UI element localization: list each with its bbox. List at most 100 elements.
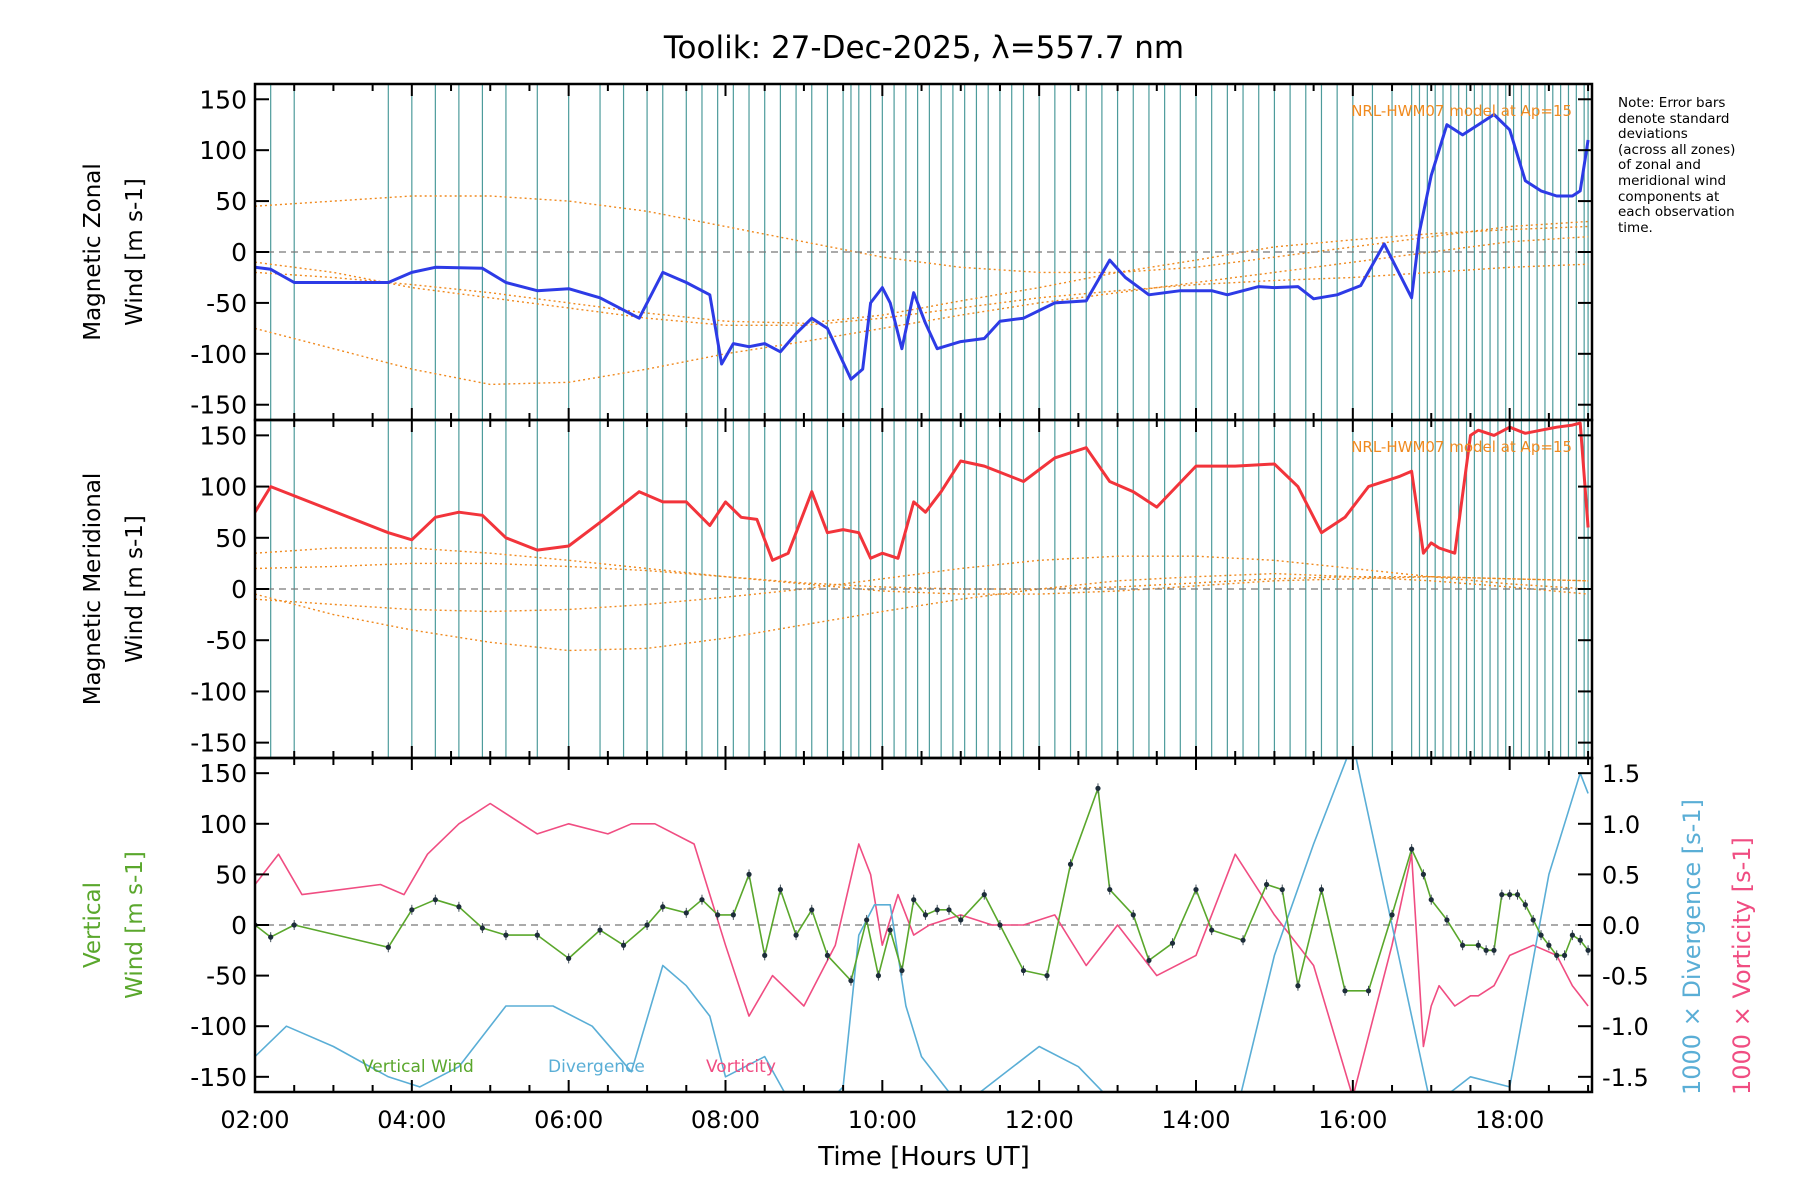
zonal-wind-line (255, 113, 1590, 381)
y-axis-label-line1: Magnetic Meridional (80, 473, 106, 706)
right-axis-label-vorticity: 1000 × Vorticity [s-1] (1728, 837, 1756, 1095)
vertical-wind-point (1146, 957, 1152, 964)
note-line: components at (1618, 188, 1720, 205)
vertical-wind-point (746, 871, 752, 877)
x-axis-label: Time [Hours UT] (817, 1142, 1030, 1172)
y-tick-label: -100 (190, 677, 247, 706)
vertical-wind-point (1365, 988, 1372, 994)
vertical-wind-point (683, 910, 689, 916)
vertical-wind-point (1569, 932, 1575, 938)
vertical-wind-point (730, 912, 736, 918)
x-tick-label: 06:00 (534, 1106, 603, 1134)
vertical-wind-point (1530, 917, 1536, 923)
y-tick-label: 50 (215, 524, 247, 553)
model-label: NRL-HWM07 model at Ap=15 (1351, 438, 1572, 456)
y-tick-label: 50 (215, 860, 247, 889)
y-tick-label: -150 (190, 391, 247, 420)
plot-area-meridional (255, 420, 1592, 758)
vertical-wind-point (1460, 942, 1466, 948)
vertical-wind-point (1130, 912, 1136, 918)
vertical-wind-point (946, 907, 952, 913)
vertical-wind-point (1499, 892, 1505, 898)
y-tick-label: -100 (190, 1012, 247, 1041)
y-tick-label: 100 (199, 136, 247, 165)
model-curve (255, 562, 1589, 590)
note-line: time. (1618, 219, 1653, 236)
vertical-wind-point (1044, 973, 1050, 979)
vertical-wind-point (887, 927, 893, 933)
vertical-wind-point (1389, 912, 1395, 918)
vertical-wind-point (1428, 897, 1434, 903)
vertical-wind-point (1475, 942, 1481, 948)
vertical-wind-point (597, 927, 603, 933)
model-curve (255, 195, 1589, 274)
vertical-wind-point (385, 944, 391, 950)
vertical-wind-point (1491, 947, 1497, 953)
model-curve (255, 555, 1589, 613)
x-tick-label: 02:00 (220, 1106, 289, 1134)
vertical-wind-point (644, 922, 650, 928)
right-axis-tick-label: 1.0 (1602, 811, 1640, 839)
model-curve (255, 547, 1589, 595)
vertical-wind-point (1295, 983, 1301, 989)
model-curve (255, 225, 1589, 324)
y-tick-label: -150 (190, 729, 247, 758)
x-tick-label: 08:00 (691, 1106, 760, 1134)
vertical-wind-point (479, 925, 486, 931)
note-line: each observation (1618, 204, 1735, 221)
legend: Vertical Wind Divergence Vorticity (362, 1057, 776, 1077)
vertical-wind-point (660, 904, 666, 910)
y-tick-label: 100 (199, 810, 247, 839)
model-curve (255, 572, 1589, 652)
right-axis-tick-label: 0.0 (1602, 912, 1640, 940)
vertical-wind-point (1554, 952, 1560, 958)
vertical-wind-point (1514, 892, 1521, 898)
note-line: Note: Error bars (1618, 95, 1726, 111)
vertical-wind-point (620, 942, 627, 948)
right-axis-label-divergence: 1000 × Divergence [s-1] (1678, 799, 1706, 1095)
vertical-wind-point (1095, 785, 1101, 791)
vertical-wind-point (503, 932, 509, 938)
x-tick-label: 10:00 (848, 1106, 917, 1134)
plot-area-vertical (255, 758, 1592, 1092)
y-tick-label: -50 (206, 626, 247, 655)
vertical-wind-point (1318, 886, 1325, 893)
y-tick-label: 0 (231, 575, 247, 604)
error-bar-note: Note: Error bars denote standard deviati… (1618, 95, 1788, 236)
vertical-wind-point (911, 897, 917, 903)
y-tick-label: -150 (190, 1063, 247, 1092)
legend-divergence: Divergence (548, 1057, 645, 1077)
legend-vorticity: Vorticity (706, 1057, 776, 1077)
vertical-wind-point (1342, 988, 1348, 994)
vertical-wind-point (1193, 886, 1199, 893)
vertical-wind-point (934, 907, 940, 913)
vertical-wind-point (1409, 846, 1415, 852)
vertical-wind-point (1538, 932, 1544, 938)
legend-vertical-wind: Vertical Wind (362, 1057, 474, 1077)
vertical-wind-point (864, 917, 870, 923)
vertical-wind-point (1507, 892, 1513, 898)
vertical-wind-point (899, 967, 905, 974)
vertical-wind-point (1585, 947, 1591, 953)
vertical-wind-point (981, 892, 987, 898)
vertical-wind-point (1577, 937, 1583, 943)
vertical-wind-point (777, 886, 783, 893)
vertical-wind-point (848, 978, 854, 984)
vertical-wind-point (1067, 861, 1074, 867)
y-axis-label-line2: Wind [m s-1] (122, 515, 148, 663)
vertical-wind-point (1561, 952, 1568, 958)
vertical-wind-point (1483, 947, 1489, 953)
y-tick-label: 150 (199, 421, 247, 450)
vertical-wind-point (1169, 940, 1176, 946)
y-axis-label-line2: Wind [m s-1] (122, 178, 148, 326)
x-tick-label: 04:00 (377, 1106, 446, 1134)
vertical-wind-point (1263, 881, 1270, 888)
vertical-wind-point (922, 912, 929, 918)
vertical-wind-point (1444, 917, 1450, 923)
vertical-wind-point (1240, 937, 1246, 943)
note-line: of zonal and (1618, 157, 1701, 174)
note-line: denote standard (1618, 110, 1730, 127)
vertical-wind-point (1420, 871, 1427, 877)
y-axis-label-line1: Vertical (80, 882, 106, 968)
y-tick-label: 150 (199, 759, 247, 788)
